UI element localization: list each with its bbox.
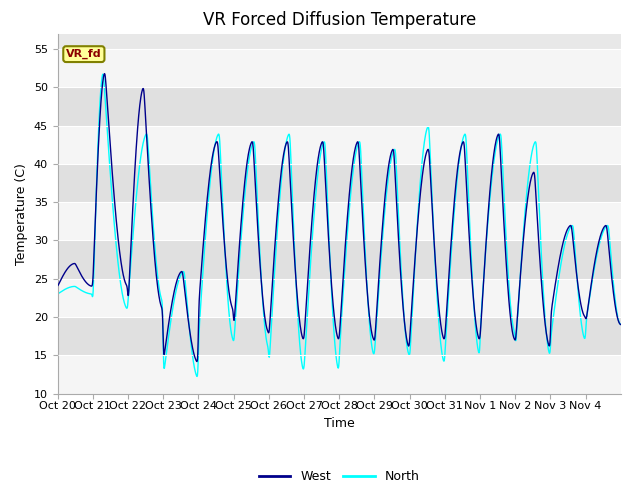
Y-axis label: Temperature (C): Temperature (C) [15, 163, 28, 264]
Bar [58, 125, 621, 164]
Bar [58, 49, 621, 87]
Bar [58, 279, 621, 317]
Text: VR_fd: VR_fd [66, 49, 102, 59]
Title: VR Forced Diffusion Temperature: VR Forced Diffusion Temperature [203, 11, 476, 29]
Legend: West, North: West, North [254, 465, 424, 480]
Bar [58, 240, 621, 279]
Bar [58, 164, 621, 202]
Bar [58, 202, 621, 240]
Bar [58, 317, 621, 355]
X-axis label: Time: Time [324, 417, 355, 430]
Bar [58, 355, 621, 394]
Bar [58, 87, 621, 125]
